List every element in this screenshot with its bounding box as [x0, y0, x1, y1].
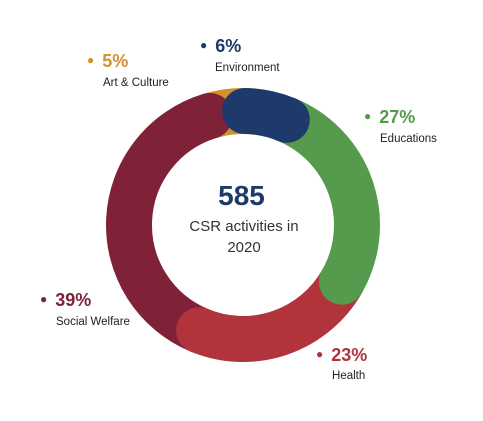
social-welfare-bullet-icon: ●: [40, 292, 48, 306]
art-culture-percent: ● 5%: [87, 51, 129, 71]
slice-environment: [221, 88, 310, 143]
environment-label: Environment: [215, 62, 280, 74]
center-total: 585: [218, 180, 265, 211]
donut-arcs: [106, 88, 380, 362]
art-culture-label: Art & Culture: [103, 77, 169, 89]
slice-educations: [263, 96, 380, 305]
educations-percent: ● 27%: [364, 107, 416, 127]
environment-bullet-icon: ●: [200, 38, 208, 52]
slice-health: [176, 258, 365, 362]
social-welfare-label: Social Welfare: [56, 316, 130, 328]
health-label: Health: [332, 370, 366, 382]
slice-social-welfare: [106, 92, 233, 354]
art-culture-bullet-icon: ●: [87, 53, 95, 67]
environment-percent: ● 6%: [200, 36, 242, 56]
health-bullet-icon: ●: [316, 347, 324, 361]
health-percent: ● 23%: [316, 345, 368, 365]
social-welfare-percent: ● 39%: [40, 290, 92, 310]
educations-label: Educations: [380, 133, 437, 145]
educations-bullet-icon: ●: [364, 109, 372, 123]
center-caption: CSR activities in 2020: [189, 218, 299, 256]
